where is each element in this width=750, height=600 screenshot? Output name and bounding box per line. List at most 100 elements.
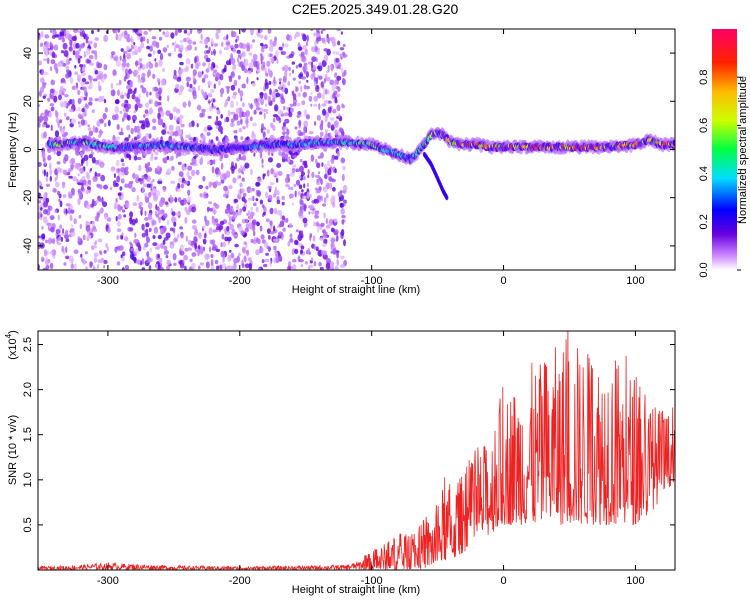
- heat-cell: [240, 136, 244, 141]
- heat-cell: [135, 259, 141, 265]
- heat-cell: [134, 174, 139, 179]
- heat-cell: [306, 34, 309, 42]
- heat-cell: [87, 124, 91, 128]
- heat-cell: [61, 129, 65, 135]
- heat-cell: [269, 122, 274, 128]
- heat-cell: [39, 186, 44, 190]
- heat-cell: [307, 265, 311, 270]
- heat-cell: [148, 265, 152, 270]
- heat-cell: [220, 250, 225, 258]
- heat-cell: [125, 202, 130, 209]
- heat-cell: [123, 30, 128, 35]
- heat-cell: [274, 104, 279, 112]
- heat-cell: [141, 223, 145, 231]
- heat-cell: [212, 98, 215, 103]
- heat-cell: [262, 211, 266, 216]
- heat-cell: [155, 213, 159, 218]
- heat-cell: [332, 248, 337, 255]
- heat-cell: [120, 254, 123, 259]
- heat-cell: [237, 57, 240, 63]
- heat-cell: [183, 254, 188, 261]
- heat-cell: [149, 91, 152, 96]
- heat-cell: [191, 171, 195, 177]
- heat-cell: [207, 115, 212, 119]
- heat-cell: [338, 115, 341, 119]
- heat-cell: [145, 228, 149, 236]
- heat-cell: [117, 192, 122, 196]
- heat-cell: [273, 225, 276, 232]
- heat-cell: [260, 98, 265, 106]
- heat-cell: [335, 94, 341, 98]
- heat-cell: [49, 162, 52, 170]
- heat-cell: [239, 111, 243, 119]
- heat-cell: [79, 63, 84, 68]
- heat-cell: [152, 179, 155, 183]
- heat-cell: [260, 247, 264, 254]
- heat-cell: [85, 266, 88, 270]
- heat-cell: [92, 175, 97, 183]
- heat-cell: [341, 215, 346, 219]
- heat-cell: [43, 193, 46, 199]
- snr-ticks: -300 -200 -100 0 100 0.5 1.0 1.5 2.0 2.5: [22, 331, 675, 587]
- colorbar-tick-label: 0.6: [698, 118, 710, 133]
- heat-cell: [193, 236, 198, 243]
- heat-cell: [295, 86, 299, 92]
- heat-cell: [326, 193, 329, 199]
- heat-cell: [148, 227, 152, 232]
- heat-cell: [301, 189, 304, 193]
- heat-cell: [76, 74, 82, 79]
- heat-cell: [99, 208, 104, 213]
- y-tick-label: 20: [22, 95, 34, 107]
- heat-cell: [43, 131, 47, 138]
- heat-cell: [38, 60, 43, 66]
- heat-cell: [309, 204, 315, 210]
- heat-cell: [291, 69, 295, 74]
- heat-cell: [210, 88, 215, 94]
- heat-cell: [261, 259, 265, 264]
- heat-cell: [272, 97, 276, 103]
- heat-cell: [314, 174, 320, 178]
- heat-cell: [321, 93, 325, 100]
- heat-cell: [310, 73, 314, 80]
- heat-cell: [291, 202, 295, 206]
- heat-cell: [249, 44, 253, 50]
- heat-cell: [44, 259, 49, 266]
- x-tick-label: 0: [500, 575, 506, 587]
- heat-cell: [138, 202, 143, 206]
- heat-cell: [132, 29, 138, 33]
- heat-cell: [242, 206, 247, 212]
- heat-cell: [209, 207, 214, 212]
- heat-cell: [71, 224, 74, 228]
- heat-cell: [138, 205, 142, 209]
- heat-cell: [78, 124, 82, 128]
- heat-cell: [175, 108, 181, 114]
- heat-cell: [49, 262, 54, 270]
- heat-cell: [54, 34, 60, 38]
- heat-cell: [317, 171, 321, 175]
- heat-cell: [110, 51, 116, 56]
- heat-cell: [203, 126, 208, 133]
- heat-cell: [340, 56, 343, 60]
- heat-cell: [67, 191, 72, 199]
- heat-cell: [244, 162, 250, 169]
- heat-cell: [55, 228, 61, 235]
- heat-cell: [336, 258, 340, 266]
- heat-cell: [140, 42, 145, 49]
- heat-cell: [103, 34, 108, 43]
- heat-cell: [238, 212, 242, 216]
- heat-cell: [165, 232, 171, 239]
- heat-cell: [41, 225, 44, 230]
- heat-cell: [144, 163, 148, 169]
- heat-cell: [321, 103, 327, 107]
- heat-cell: [192, 69, 197, 76]
- heat-cell: [264, 82, 269, 90]
- heat-cell: [323, 196, 327, 204]
- heat-cell: [294, 248, 299, 255]
- heat-cell: [71, 98, 75, 106]
- heat-cell: [119, 92, 124, 96]
- heat-cell: [274, 89, 279, 93]
- heat-cell: [336, 75, 342, 81]
- heat-cell: [45, 35, 50, 39]
- snr-panel: -300 -200 -100 0 100 0.5 1.0 1.5 2.0 2.5 Height o…: [4, 330, 676, 596]
